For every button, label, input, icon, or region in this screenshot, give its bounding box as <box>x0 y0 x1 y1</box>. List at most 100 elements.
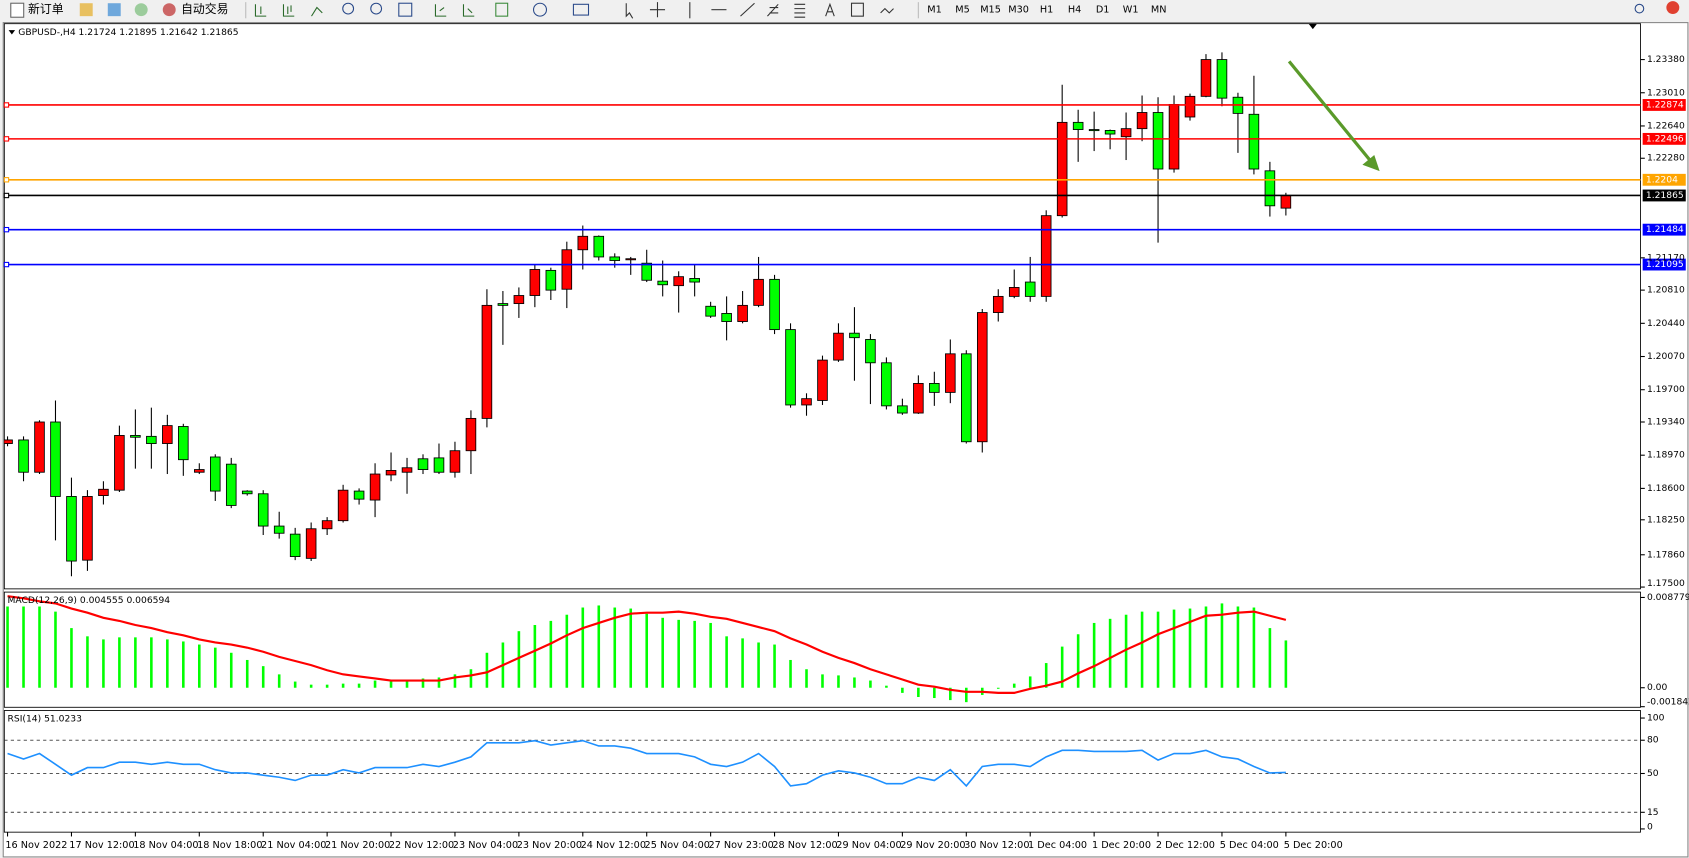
candle-body <box>417 458 429 470</box>
candle-body <box>945 353 956 393</box>
macd-bar <box>469 669 473 688</box>
candle-body <box>737 304 748 322</box>
candle-body <box>913 382 924 414</box>
timeframe-button[interactable]: M30 <box>1008 5 1029 16</box>
timeframe-button[interactable]: D1 <box>1096 5 1110 16</box>
timeframe-button[interactable]: M15 <box>980 5 1001 16</box>
candle-body <box>289 533 301 558</box>
candle-body <box>1040 215 1052 297</box>
toolbar-button[interactable]: 自动交易 <box>181 2 228 16</box>
timeframe-button[interactable]: MN <box>1151 5 1167 16</box>
candle-body <box>1072 121 1084 130</box>
x-tick-label: 29 Nov 04:00 <box>836 840 901 851</box>
x-tick-label: 16 Nov 2022 <box>5 840 67 851</box>
arrow-annotation <box>1287 60 1380 172</box>
candle-body <box>114 435 125 491</box>
x-tick-label: 29 Nov 20:00 <box>900 840 965 851</box>
candle-body <box>50 421 61 497</box>
candle-body <box>561 249 573 290</box>
icon <box>342 2 355 15</box>
level-label-box <box>1642 189 1686 202</box>
macd-bar <box>325 684 329 688</box>
macd-bar <box>949 687 952 701</box>
macd-bar <box>1188 608 1192 688</box>
candle-body <box>1184 95 1196 118</box>
level-label: 1.22496 <box>1646 134 1684 144</box>
icon <box>134 3 148 17</box>
macd-bar <box>629 608 633 688</box>
icon <box>740 2 755 17</box>
icon <box>434 4 447 17</box>
candle-body <box>321 520 333 530</box>
macd-bar <box>805 669 808 688</box>
timeframe-button[interactable]: M1 <box>927 5 942 16</box>
macd-bar <box>709 622 712 688</box>
y-tick-label: 1.22640 <box>1647 121 1685 131</box>
search-icon <box>1634 3 1645 14</box>
macd-bar <box>565 614 569 688</box>
panel-title: GBPUSD-,H4 1.21724 1.21895 1.21642 1.218… <box>18 28 238 38</box>
drawing-tools <box>625 2 894 19</box>
macd-bar <box>261 666 265 688</box>
panel-title: MACD(12,26,9) 0.004555 0.006594 <box>8 596 171 606</box>
y-tick-label: 1.19700 <box>1647 385 1685 395</box>
candle-body <box>1024 281 1036 297</box>
level-label: 1.21865 <box>1646 191 1684 201</box>
x-tick-label: 2 Dec 12:00 <box>1156 840 1215 851</box>
arrow-head <box>1362 155 1380 172</box>
y-tick-label: 1.20070 <box>1647 352 1685 362</box>
macd-bar <box>341 683 345 688</box>
candle-body <box>257 493 269 527</box>
x-tick-label: 17 Nov 12:00 <box>69 840 134 851</box>
candle-body <box>337 489 349 522</box>
macd-bar <box>485 652 489 688</box>
candle-body <box>1280 195 1292 209</box>
candle-body <box>305 528 317 559</box>
panel-frame <box>3 710 1641 833</box>
icon <box>649 2 666 18</box>
timeframe-bar: M1 M5 M15 M30 H1 H4 D1 W1 MN <box>927 5 1166 16</box>
macd-bar <box>293 681 297 688</box>
macd-bar <box>166 639 169 688</box>
macd-bar <box>661 617 664 688</box>
timeframe-button[interactable]: H1 <box>1040 5 1053 16</box>
level-label: 1.22874 <box>1646 100 1684 110</box>
macd-bar <box>453 674 457 688</box>
panel-title: RSI(14) 51.0233 <box>8 715 83 725</box>
candle-body <box>1104 130 1116 135</box>
x-tick-label: 27 Nov 23:00 <box>708 840 773 851</box>
toolbar-button[interactable]: 新订单 <box>28 2 64 16</box>
x-tick-label: 5 Dec 20:00 <box>1284 840 1343 851</box>
icon <box>572 3 590 16</box>
macd-bar <box>741 638 744 688</box>
x-tick-label: 21 Nov 20:00 <box>325 840 390 851</box>
candle-body <box>976 312 988 443</box>
y-tick-label: 1.18970 <box>1647 451 1685 461</box>
candle-body <box>1152 112 1164 170</box>
timeframe-button[interactable]: M5 <box>955 5 970 16</box>
candle-body <box>625 258 637 261</box>
toolbar: 新订单 自动交易 <box>0 0 1689 21</box>
y-tick-label: 1.20810 <box>1647 286 1685 296</box>
candle-body <box>146 435 157 444</box>
macd-bar <box>1252 607 1256 688</box>
timeframe-button[interactable]: W1 <box>1123 5 1139 16</box>
candle-body <box>609 256 621 261</box>
macd-bar <box>1092 622 1096 688</box>
candle-body <box>833 332 844 361</box>
x-tick-label: 5 Dec 04:00 <box>1220 840 1279 851</box>
candle-body <box>209 456 221 492</box>
macd-bar <box>597 605 601 688</box>
macd-bar <box>1028 676 1032 688</box>
timeframe-button[interactable]: H4 <box>1068 5 1081 16</box>
level-label-box <box>1642 132 1686 145</box>
macd-bar <box>996 687 1000 689</box>
candle-body <box>897 405 908 414</box>
candle-body <box>369 473 381 501</box>
candle-body <box>1264 170 1276 207</box>
y-tick-label: 0 <box>1647 822 1653 832</box>
candle-body <box>66 496 77 562</box>
panel-macd <box>6 595 1288 703</box>
toolbar-bg <box>0 0 1689 21</box>
